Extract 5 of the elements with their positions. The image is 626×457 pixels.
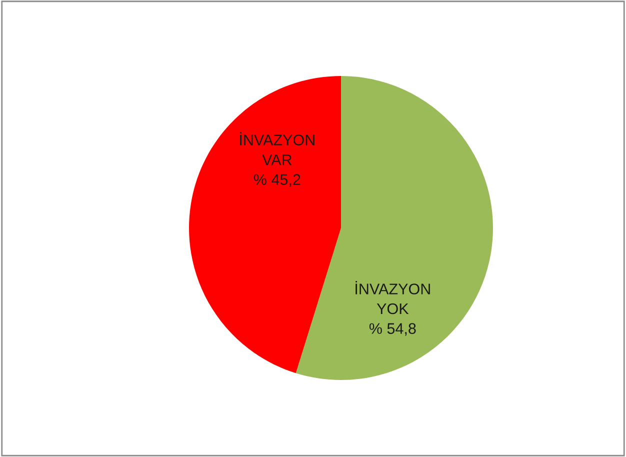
slice-label: İNVAZYON YOK [356,281,430,314]
data-label: % 45,2 [254,174,300,187]
pie-slice [189,76,341,374]
data-label: % 54,8 [369,323,416,336]
slice-label: İNVAZYON VAR [240,132,314,166]
